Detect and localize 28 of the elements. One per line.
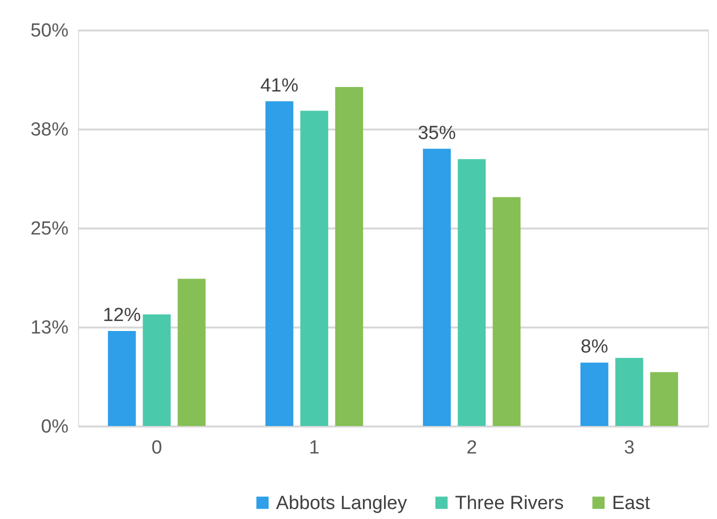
bar: [650, 372, 678, 426]
legend-label: East: [612, 492, 651, 514]
bar: [615, 358, 644, 426]
data-label: 41%: [260, 75, 298, 96]
y-tick-label: 38%: [30, 120, 69, 140]
bar: [492, 197, 521, 426]
data-label: 8%: [580, 336, 608, 358]
data-label: 12%: [102, 304, 141, 326]
y-tick-label: 0%: [41, 416, 69, 438]
y-tick-label: 25%: [30, 218, 69, 240]
x-tick-label: 1: [308, 438, 320, 458]
data-label: 35%: [418, 122, 456, 144]
bar: [108, 330, 136, 426]
bar: [422, 148, 451, 426]
y-tick-label: 50%: [30, 20, 69, 42]
legend-label: Abbots Langley: [276, 492, 408, 514]
x-tick-label: 0: [151, 438, 162, 458]
bar: [335, 87, 364, 426]
bar: [142, 314, 171, 426]
x-tick-label: 2: [466, 438, 478, 458]
bar: [178, 278, 206, 426]
y-tick-label: 13%: [30, 318, 69, 338]
bar: [265, 101, 294, 426]
legend-label: Three Rivers: [455, 492, 564, 514]
x-tick-label: 3: [624, 438, 635, 458]
bar: [580, 362, 608, 426]
bar: [300, 110, 328, 426]
bar: [458, 159, 486, 426]
